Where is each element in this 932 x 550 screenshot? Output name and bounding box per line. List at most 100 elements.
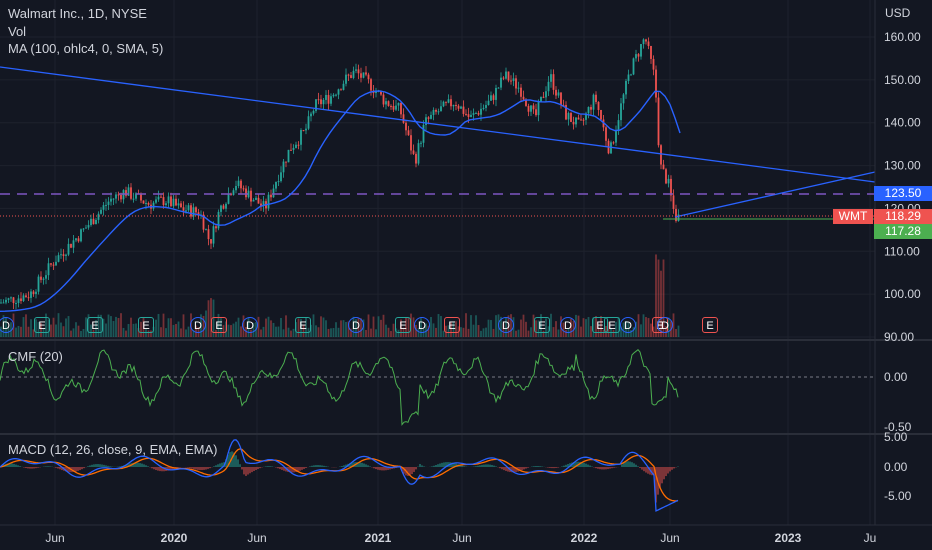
dividend-marker[interactable]: D — [414, 317, 430, 333]
earnings-marker[interactable]: E — [138, 317, 154, 333]
volume-bar — [520, 319, 522, 337]
cmf-legend[interactable]: CMF (20) — [8, 349, 63, 364]
earnings-marker[interactable]: E — [592, 317, 608, 333]
candle-body — [475, 113, 477, 115]
macd-hist-bar — [603, 467, 605, 470]
macd-hist-bar — [551, 467, 553, 469]
macd-hist-bar — [479, 465, 481, 467]
volume-legend[interactable]: Vol — [8, 24, 27, 39]
candle-body — [407, 130, 410, 136]
candle-body — [177, 203, 180, 206]
candle-body — [92, 218, 95, 225]
macd-hist-bar — [167, 467, 169, 471]
earnings-marker[interactable]: E — [702, 317, 718, 333]
macd-hist-bar — [289, 467, 291, 473]
trendline-descending[interactable] — [0, 66, 876, 183]
volume-bar — [427, 325, 430, 337]
candle-body — [215, 226, 217, 229]
macd-hist-bar — [511, 467, 513, 473]
candle-body — [102, 205, 105, 210]
candle-body — [295, 144, 297, 148]
earnings-marker[interactable]: E — [604, 317, 620, 333]
candle-body — [460, 106, 462, 109]
symbol-legend[interactable]: Walmart Inc., 1D, NYSE — [8, 6, 147, 21]
candle-body — [277, 181, 280, 183]
macd-hist-bar — [133, 462, 135, 467]
earnings-marker[interactable]: E — [295, 317, 311, 333]
dividend-marker[interactable]: D — [242, 317, 258, 333]
macd-hist-bar — [321, 465, 323, 467]
macd-hist-bar — [573, 462, 575, 467]
macd-hist-bar — [59, 467, 61, 470]
volume-bar — [107, 314, 110, 337]
volume-bar — [545, 318, 547, 337]
earnings-marker[interactable]: E — [34, 317, 50, 333]
volume-bar — [72, 328, 75, 337]
macd-hist-bar — [607, 467, 609, 470]
candle-body — [650, 45, 652, 59]
macd-tick-label: 5.00 — [884, 430, 908, 444]
volume-bar — [325, 320, 327, 337]
ma-legend[interactable]: MA (100, ohlc4, 0, SMA, 5) — [8, 41, 164, 56]
macd-hist-bar — [579, 461, 581, 467]
price-tick-label: 160.00 — [884, 30, 921, 44]
volume-bar — [527, 330, 530, 337]
earnings-marker[interactable]: E — [534, 317, 550, 333]
macd-hist-bar — [177, 467, 179, 468]
macd-legend[interactable]: MACD (12, 26, close, 9, EMA, EMA) — [8, 442, 218, 457]
dividend-marker[interactable]: D — [560, 317, 576, 333]
candle-body — [275, 181, 277, 189]
volume-bar — [235, 321, 237, 337]
volume-bar — [377, 316, 380, 337]
candle-body — [627, 74, 630, 81]
macd-hist-bar — [257, 467, 259, 470]
candle-body — [325, 94, 327, 100]
volume-bar — [630, 330, 632, 337]
candle-body — [180, 203, 182, 208]
macd-hist-bar — [77, 467, 79, 471]
dividend-marker[interactable]: D — [190, 317, 206, 333]
candle-body — [317, 99, 320, 101]
earnings-marker[interactable]: E — [395, 317, 411, 333]
dividend-marker[interactable]: D — [0, 317, 14, 333]
candle-body — [232, 190, 235, 195]
macd-hist-bar — [309, 466, 311, 467]
volume-bar — [125, 330, 127, 337]
candle-body — [585, 113, 587, 120]
macd-hist-bar — [413, 467, 415, 472]
macd-hist-bar — [663, 467, 665, 480]
macd-hist-bar — [343, 465, 345, 467]
macd-hist-bar — [229, 452, 231, 467]
dividend-marker[interactable]: D — [657, 317, 673, 333]
macd-hist-bar — [661, 467, 663, 484]
volume-bar — [320, 316, 322, 337]
macd-hist-bar — [359, 462, 361, 467]
volume-bar — [87, 314, 90, 337]
volume-bar — [207, 300, 210, 337]
earnings-marker[interactable]: E — [211, 317, 227, 333]
candle-body — [297, 144, 300, 146]
volume-bar — [555, 321, 557, 337]
volume-bar — [180, 328, 182, 337]
candle-body — [17, 298, 20, 304]
dividend-marker[interactable]: D — [348, 317, 364, 333]
macd-hist-bar — [637, 466, 639, 467]
macd-hist-bar — [99, 464, 101, 467]
volume-bar — [525, 321, 527, 337]
macd-hist-bar — [251, 467, 253, 473]
candle-body — [382, 94, 385, 105]
volume-bar — [230, 325, 232, 337]
volume-bar — [27, 326, 30, 337]
macd-hist-bar — [353, 462, 355, 467]
earnings-marker[interactable]: E — [87, 317, 103, 333]
volume-bar — [375, 329, 377, 337]
dividend-marker[interactable]: D — [620, 317, 636, 333]
macd-hist-bar — [341, 466, 343, 467]
candle-body — [160, 196, 162, 198]
candle-body — [387, 101, 390, 106]
macd-hist-bar — [155, 467, 157, 471]
volume-bar — [35, 319, 37, 337]
earnings-marker[interactable]: E — [444, 317, 460, 333]
dividend-marker[interactable]: D — [498, 317, 514, 333]
